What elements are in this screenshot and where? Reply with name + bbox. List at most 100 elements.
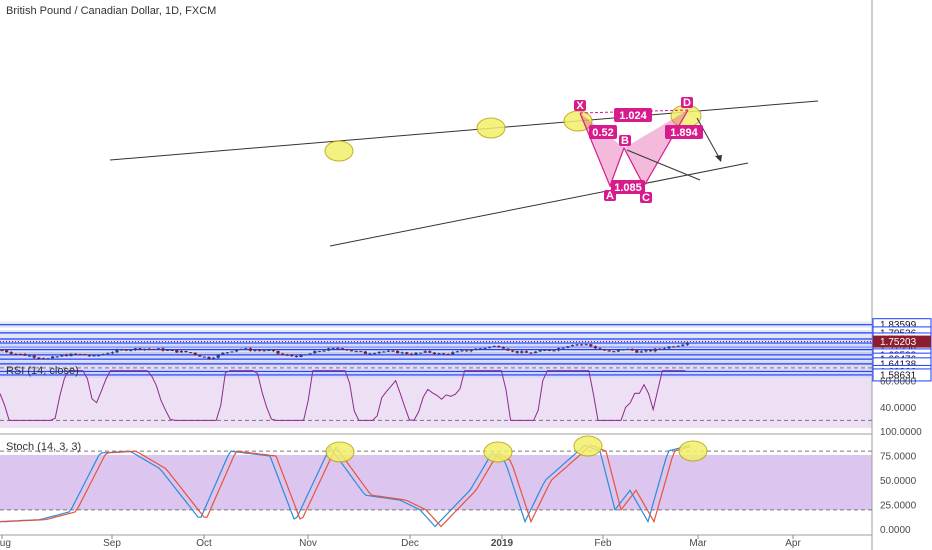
candle-body: [469, 350, 473, 352]
candle-body: [317, 351, 321, 353]
candle-body: [161, 348, 165, 351]
candle-body: [607, 350, 611, 352]
candle-body: [248, 348, 252, 351]
candle-body: [152, 348, 156, 350]
level-label: 1.58631: [880, 370, 917, 381]
candle-body: [87, 355, 91, 357]
candle-body: [428, 351, 432, 353]
candle-body: [5, 350, 9, 353]
candle-body: [92, 355, 96, 357]
candle-body: [593, 346, 597, 349]
time-tick-label: Oct: [196, 538, 212, 549]
time-tick-label: 2019: [491, 538, 514, 549]
candle-body: [630, 348, 634, 351]
candle-body: [437, 353, 441, 355]
candle-body: [529, 352, 533, 354]
rsi-line: [0, 370, 686, 421]
candle-body: [626, 348, 630, 350]
candle-body: [55, 356, 59, 358]
candle-body: [662, 348, 666, 350]
candle-body: [483, 347, 487, 349]
candle-body: [258, 350, 262, 352]
candle-body: [60, 354, 64, 357]
candle-body: [276, 350, 280, 354]
last-price-box: [873, 335, 931, 348]
candle-body: [138, 348, 142, 350]
candle-body: [644, 350, 648, 352]
candle-body: [285, 354, 289, 356]
candle-body: [446, 353, 450, 355]
stoch-tick-label: 0.0000: [880, 525, 911, 536]
candle-body: [566, 346, 570, 348]
candle-body: [175, 350, 179, 353]
candle-body: [538, 350, 542, 352]
highlight-circle: [476, 117, 506, 139]
candle-body: [350, 350, 354, 352]
pattern-ratio-box: [665, 125, 703, 139]
candle-body: [170, 349, 174, 351]
candle-body: [359, 351, 363, 353]
candle-body: [235, 349, 239, 352]
candle-body: [451, 352, 455, 355]
candle-body: [198, 354, 202, 357]
candle-body: [193, 352, 197, 355]
candle-body: [400, 352, 404, 354]
candle-body: [216, 354, 220, 358]
candle-body: [78, 354, 82, 356]
candle-body: [166, 349, 170, 351]
candle-body: [598, 348, 602, 350]
pattern-point-box: [574, 100, 586, 111]
candle-body: [230, 351, 234, 353]
candle-body: [492, 346, 496, 348]
candle-body: [340, 348, 344, 350]
time-tick-label: Aug: [0, 538, 11, 549]
candle-body: [64, 354, 68, 357]
price-pane: [0, 0, 872, 352]
candle-body: [575, 344, 579, 346]
candle-body: [281, 353, 285, 355]
candle-body: [106, 353, 110, 355]
last-price-label: 1.75203: [880, 337, 917, 348]
candle-body: [51, 356, 55, 359]
time-tick-label: Nov: [299, 538, 317, 549]
candle-body: [511, 350, 515, 352]
candle-body: [685, 342, 689, 345]
candle-body: [405, 352, 409, 354]
candle-body: [120, 349, 124, 351]
candle-body: [621, 349, 625, 351]
pattern-point-label: C: [642, 192, 650, 204]
target-arrowhead: [715, 155, 722, 162]
stoch-band: [0, 455, 872, 510]
candle-body: [101, 354, 105, 356]
time-tick-label: Sep: [103, 538, 121, 549]
candle-body: [189, 352, 193, 354]
time-tick-label: Mar: [689, 538, 707, 549]
candle-body: [501, 347, 505, 349]
candle-body: [377, 351, 381, 354]
candle-body: [419, 352, 423, 354]
pattern-ratio-box: [589, 125, 617, 139]
candle-body: [478, 348, 482, 350]
candle-body: [83, 354, 87, 356]
candle-body: [327, 348, 331, 351]
candle-body: [603, 349, 607, 351]
level-label-box: [872, 368, 932, 382]
pattern-path: [579, 109, 689, 188]
candle-body: [129, 349, 133, 351]
pattern-point-label: A: [606, 190, 614, 202]
candle-body: [18, 353, 22, 355]
candle-body: [207, 356, 211, 360]
pattern-point-label: B: [621, 135, 629, 147]
stoch-tick-label: 100.0000: [880, 427, 922, 438]
time-tick-label: Apr: [785, 538, 801, 549]
candle-body: [267, 350, 271, 352]
pattern-point-label: D: [683, 97, 691, 109]
level-label: 1.83599: [880, 320, 917, 331]
candle-body: [9, 352, 13, 354]
pattern-ratio-label: 0.52: [592, 127, 613, 139]
pattern-ratio-box: [614, 108, 652, 122]
candle-body: [354, 351, 358, 353]
candle-body: [672, 346, 676, 348]
stoch-tick-label: 75.0000: [880, 452, 917, 463]
